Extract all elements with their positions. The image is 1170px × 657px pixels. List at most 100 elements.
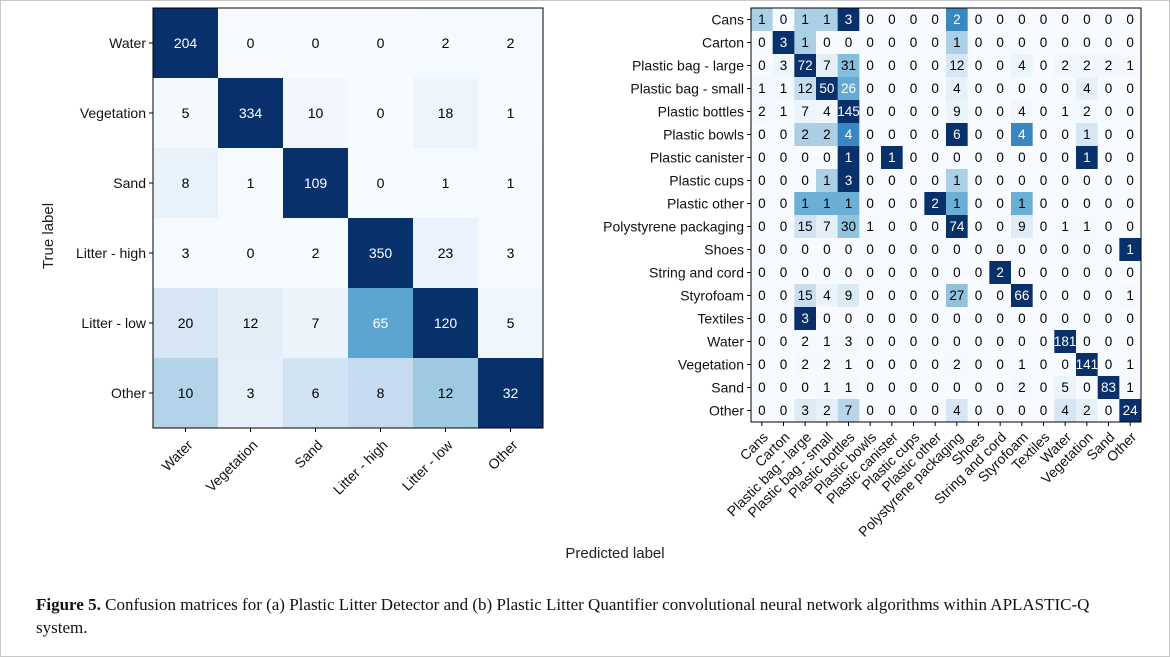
m2-cell-styrofoam-other: [1119, 284, 1142, 308]
m2-cell-shoes-plastic-bottles: [837, 238, 860, 262]
m2-cell-sand-plastic-bowls: [859, 376, 882, 400]
m2-cell-styrofoam-plastic-bag-large: [794, 284, 817, 308]
m2-cell-plastic-canister-water: [1054, 146, 1077, 170]
m2-cell-styrofoam-string-and-cord: [989, 284, 1012, 308]
m2-cell-textiles-plastic-cups: [902, 307, 925, 331]
m1-cell-vegetation-litter-high: [348, 78, 414, 149]
m2-cell-plastic-bowls-textiles: [1032, 123, 1055, 147]
m2-cell-value: 0: [1061, 35, 1069, 50]
m2-cell-other-vegetation: [1076, 399, 1099, 423]
m1-cell-value: 3: [507, 245, 515, 261]
m2-cell-string-and-cord-plastic-cups: [902, 261, 925, 285]
m2-cell-plastic-bag-large-vegetation: [1076, 54, 1099, 78]
m2-cell-value: 0: [1040, 357, 1048, 372]
m2-cell-value: 0: [780, 150, 788, 165]
m2-cell-plastic-bowls-vegetation: [1076, 123, 1099, 147]
m2-cell-carton-shoes: [967, 31, 990, 55]
m2-cell-value: 0: [996, 150, 1004, 165]
m2-cell-polystyrene-packaging-plastic-bag-small: [816, 215, 839, 239]
m2-cell-value: 0: [1126, 311, 1134, 326]
m2-cell-value: 0: [910, 150, 918, 165]
m2-cell-value: 7: [801, 104, 809, 119]
m2-cell-value: 4: [1018, 104, 1026, 119]
m2-cell-value: 0: [758, 334, 766, 349]
m2-cell-plastic-canister-plastic-canister: [881, 146, 904, 170]
m2-cell-polystyrene-packaging-plastic-bottles: [837, 215, 860, 239]
m1-cell-value: 3: [182, 245, 190, 261]
m2-cell-value: 1: [953, 173, 961, 188]
m2-cell-plastic-bottles-other: [1119, 100, 1142, 124]
m2-cell-value: 0: [1061, 288, 1069, 303]
m2-cell-plastic-other-shoes: [967, 192, 990, 216]
m2-cell-vegetation-polystyrene-packaging: [946, 353, 969, 377]
m1-cell-sand-sand: [283, 148, 349, 219]
m2-cell-value: 2: [823, 403, 831, 418]
m2-cell-polystyrene-packaging-cans: [751, 215, 774, 239]
m2-cell-value: 0: [1040, 58, 1048, 73]
m2-cell-value: 3: [801, 403, 809, 418]
m2-cell-plastic-bowls-plastic-bowls: [859, 123, 882, 147]
m2-cell-plastic-other-plastic-other: [924, 192, 947, 216]
m2-cell-plastic-bottles-plastic-canister: [881, 100, 904, 124]
m2-cell-value: 0: [1105, 357, 1113, 372]
m2-cell-plastic-other-plastic-bottles: [837, 192, 860, 216]
m2-cell-cans-carton: [772, 8, 795, 32]
m2-cell-value: 0: [888, 265, 896, 280]
m2-cell-value: 0: [758, 311, 766, 326]
m2-cell-plastic-bag-large-sand: [1097, 54, 1120, 78]
m1-x-tick-label-other: Other: [485, 437, 521, 473]
m2-cell-value: 0: [866, 58, 874, 73]
m2-cell-shoes-plastic-cups: [902, 238, 925, 262]
m2-cell-sand-carton: [772, 376, 795, 400]
m2-y-tick-label-water: Water: [707, 334, 744, 350]
m2-cell-value: 0: [975, 219, 983, 234]
m2-cell-carton-plastic-canister: [881, 31, 904, 55]
m2-cell-textiles-plastic-other: [924, 307, 947, 331]
m2-cell-value: 0: [975, 150, 983, 165]
m2-cell-value: 0: [1105, 104, 1113, 119]
m2-cell-styrofoam-plastic-bowls: [859, 284, 882, 308]
m2-cell-plastic-other-polystyrene-packaging: [946, 192, 969, 216]
m2-cell-value: 0: [845, 242, 853, 257]
m2-cell-plastic-cups-plastic-bowls: [859, 169, 882, 193]
m2-cell-value: 0: [996, 35, 1004, 50]
m2-cell-cans-plastic-bag-large: [794, 8, 817, 32]
m1-cell-litter-low-vegetation: [218, 288, 284, 359]
m1-cell-value: 2: [442, 35, 450, 51]
m2-cell-value: 7: [845, 403, 853, 418]
m2-cell-plastic-other-plastic-bag-large: [794, 192, 817, 216]
m2-cell-polystyrene-packaging-textiles: [1032, 215, 1055, 239]
m2-cell-sand-string-and-cord: [989, 376, 1012, 400]
m1-cell-other-vegetation: [218, 358, 284, 429]
m1-cell-vegetation-other: [478, 78, 544, 149]
m2-cell-value: 0: [780, 127, 788, 142]
m2-cell-plastic-cups-plastic-other: [924, 169, 947, 193]
m2-cell-value: 1: [801, 35, 809, 50]
m2-cell-value: 0: [1040, 127, 1048, 142]
m2-cell-textiles-plastic-bottles: [837, 307, 860, 331]
m2-cell-value: 4: [1018, 58, 1026, 73]
m2-cell-polystyrene-packaging-plastic-canister: [881, 215, 904, 239]
caption-label: Figure 5.: [36, 595, 101, 614]
m2-cell-value: 0: [910, 81, 918, 96]
m2-cell-carton-plastic-bowls: [859, 31, 882, 55]
m2-cell-sand-polystyrene-packaging: [946, 376, 969, 400]
m2-cell-value: 0: [758, 58, 766, 73]
m2-cell-value: 0: [866, 311, 874, 326]
m2-cell-styrofoam-vegetation: [1076, 284, 1099, 308]
m2-cell-plastic-bag-small-plastic-other: [924, 77, 947, 101]
m1-cell-litter-high-sand: [283, 218, 349, 289]
m2-cell-value: 145: [837, 104, 860, 119]
m2-cell-value: 0: [931, 403, 939, 418]
m2-cell-plastic-bowls-carton: [772, 123, 795, 147]
m1-cell-litter-low-water: [153, 288, 219, 359]
m2-cell-value: 0: [1126, 219, 1134, 234]
m2-cell-value: 0: [1105, 173, 1113, 188]
m1-cell-value: 12: [438, 385, 454, 401]
m2-cell-value: 0: [1040, 242, 1048, 257]
m2-cell-value: 4: [1018, 127, 1026, 142]
m2-cell-value: 0: [823, 265, 831, 280]
m2-cell-plastic-cups-styrofoam: [1011, 169, 1034, 193]
m2-cell-value: 0: [996, 196, 1004, 211]
